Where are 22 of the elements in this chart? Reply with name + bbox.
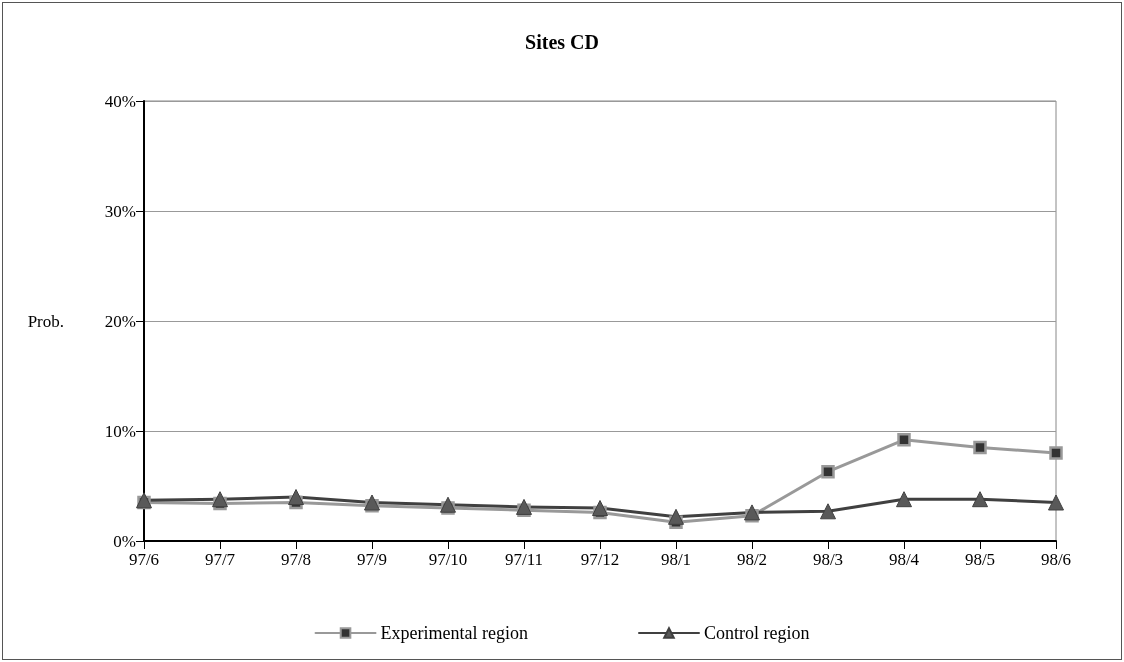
y-tick-label: 20% xyxy=(104,311,136,331)
x-tick-label: 98/4 xyxy=(888,550,920,569)
y-tick-label: 40% xyxy=(104,91,136,111)
x-tick-label: 97/8 xyxy=(280,550,312,569)
x-tick-label: 98/6 xyxy=(1040,550,1072,569)
x-tick-label: 97/11 xyxy=(504,550,544,569)
x-tick-label: 98/5 xyxy=(964,550,996,569)
x-tick-label: 97/10 xyxy=(428,550,468,569)
x-tick-label: 97/6 xyxy=(128,550,160,569)
legend-label: Experimental region xyxy=(380,623,528,643)
x-tick-label: 97/9 xyxy=(356,550,388,569)
y-tick-label: 0% xyxy=(113,531,136,551)
y-tick-label: 30% xyxy=(104,201,136,221)
x-tick-label: 98/1 xyxy=(660,550,692,569)
x-tick-label: 98/3 xyxy=(812,550,844,569)
chart-title: Sites CD xyxy=(525,31,599,53)
y-axis-title: Prob. xyxy=(27,311,64,331)
x-tick-label: 97/7 xyxy=(204,550,236,569)
y-tick-label: 10% xyxy=(104,421,136,441)
x-tick-label: 98/2 xyxy=(736,550,768,569)
legend-label: Control region xyxy=(703,623,810,643)
x-tick-label: 97/12 xyxy=(580,550,620,569)
